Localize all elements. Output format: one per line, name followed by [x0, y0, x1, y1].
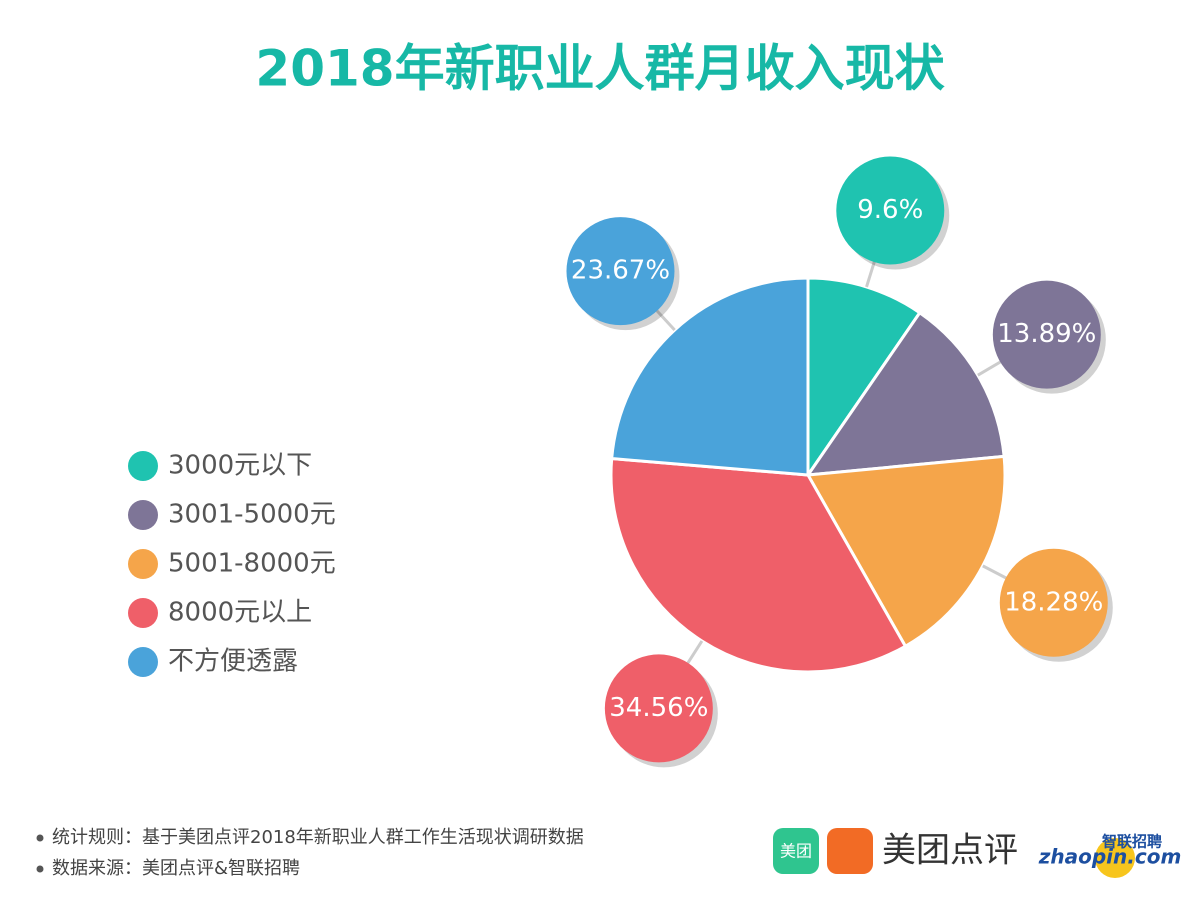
logo-icon [827, 828, 873, 874]
legend-swatch [128, 500, 158, 530]
logos: 美团 美团点评 智联招聘 zhaopin.com [773, 828, 1181, 878]
value-label: 9.6% [857, 195, 923, 225]
label-bubble [999, 548, 1108, 657]
logo-icon [773, 828, 819, 874]
label-bubble [604, 654, 713, 763]
pie-slice [804, 310, 1006, 477]
legend-label: 不方便透露 [168, 647, 298, 677]
legend-swatch [128, 647, 158, 677]
logo-icon [1095, 838, 1135, 878]
logo-text: 美团 [780, 842, 812, 861]
legend-label: 8000元以上 [168, 598, 312, 628]
legend-label: 3000元以下 [168, 451, 312, 481]
chart-title: 2018年新职业人群月收入现状 [255, 40, 945, 98]
legend-swatch [128, 598, 158, 628]
label-bubble [992, 280, 1101, 389]
legend-label: 5001-8000元 [168, 549, 336, 579]
value-label: 34.56% [609, 693, 708, 723]
note: 统计规则：基于美团点评2018年新职业人群工作生活现状调研数据 [52, 827, 584, 848]
note-bullet [36, 865, 44, 873]
label-bubble [836, 156, 945, 265]
legend-swatch [128, 549, 158, 579]
value-label: 23.67% [571, 256, 670, 286]
logo-text: 美团点评 [882, 831, 1018, 871]
note: 数据来源：美团点评&智联招聘 [52, 858, 300, 879]
label-bubble [566, 217, 675, 326]
logo-text: 智联招聘 [1102, 833, 1162, 851]
legend-label: 3001-5000元 [168, 500, 336, 530]
pie-slice [806, 276, 922, 480]
logo-text: zhaopin.com [1038, 845, 1182, 869]
legend-swatch [128, 451, 158, 481]
value-label: 13.89% [997, 319, 1096, 349]
pie-slice [609, 456, 908, 674]
note-bullet [36, 834, 44, 842]
pie-slice [805, 454, 1007, 649]
value-label: 18.28% [1004, 587, 1103, 617]
